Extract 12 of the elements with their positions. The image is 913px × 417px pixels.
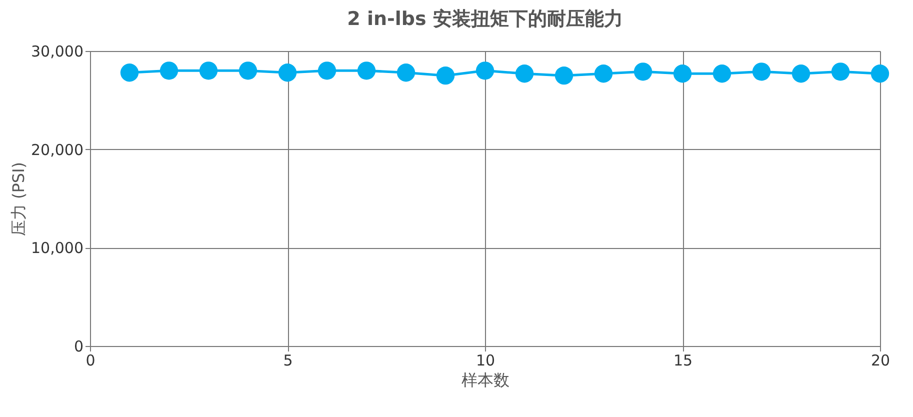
y-axis-title: 压力 (PSI) [9, 162, 28, 236]
chart-title: 2 in-lbs 安装扭矩下的耐压能力 [347, 8, 623, 30]
x-tick-label: 15 [673, 352, 693, 370]
y-tick-label: 10,000 [31, 239, 84, 258]
x-tick-label: 0 [86, 352, 96, 370]
x-tick-label: 10 [476, 352, 496, 370]
y-tick-label: 30,000 [31, 42, 84, 60]
y-tick-label: 20,000 [31, 140, 84, 159]
y-tick-label: 0 [74, 338, 84, 356]
x-axis-title: 样本数 [462, 370, 510, 390]
x-tick-label: 5 [283, 352, 293, 370]
x-tick-label: 20 [870, 352, 890, 370]
